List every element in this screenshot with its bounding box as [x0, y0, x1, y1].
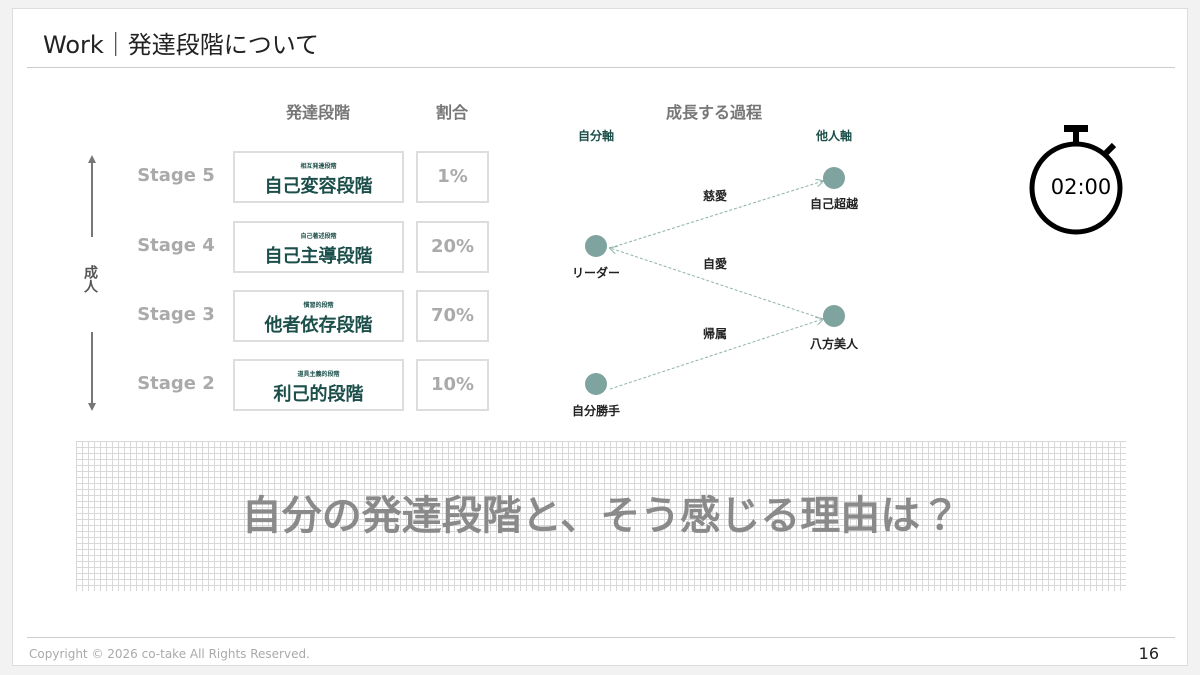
stage-label: Stage 5 [137, 165, 215, 186]
ratio-box: 20% [416, 221, 489, 273]
stage-note: 道具主義的段階 [297, 371, 340, 378]
node-label: 自分勝手 [571, 404, 621, 418]
stage-name: 自己主導段階 [264, 246, 373, 267]
edge-label: 慈愛 [702, 189, 728, 203]
divider [27, 637, 1175, 638]
copyright: Copyright © 2026 co-take All Rights Rese… [29, 647, 310, 661]
axis-label: 他人軸 [815, 129, 853, 143]
ratio-value: 1% [437, 166, 468, 187]
ratio-box: 10% [416, 359, 489, 411]
question: 自分の発達段階と、そう感じる理由は？ [241, 493, 961, 539]
edge-label: 帰属 [702, 327, 728, 341]
node-label: リーダー [571, 266, 621, 280]
growth-diagram [585, 167, 845, 395]
stage-box: 慣習的段階他者依存段階 [233, 290, 404, 342]
axis-label: 自分軸 [577, 129, 615, 143]
timer-icon [1029, 125, 1123, 235]
ratio-box: 70% [416, 290, 489, 342]
stage-label: Stage 3 [137, 304, 215, 325]
node-label: 八方美人 [809, 337, 859, 351]
growth-arrows [88, 155, 96, 411]
column-header: 割合 [435, 103, 469, 122]
stage-name: 自己変容段階 [264, 176, 373, 197]
stage-label: Stage 4 [137, 235, 215, 256]
stage-name: 他者依存段階 [264, 315, 373, 336]
stage-label: Stage 2 [137, 373, 215, 394]
column-header: 発達段階 [285, 103, 351, 122]
page-number: 16 [1138, 644, 1159, 663]
timer-text: 02:00 [1050, 175, 1112, 199]
divider [27, 67, 1175, 68]
stage-name: 利己的段階 [273, 384, 364, 405]
stage-box: 道具主義的段階利己的段階 [233, 359, 404, 411]
edge-label: 自愛 [702, 257, 728, 271]
ratio-box: 1% [416, 151, 489, 203]
stage-box: 自己著述段階自己主導段階 [233, 221, 404, 273]
slide: Work｜発達段階について 発達段階 割合 成人 Stage 5 相互発達段階 自己… [12, 8, 1188, 666]
stage-note: 相互発達段階 [300, 163, 337, 170]
ratio-value: 20% [430, 236, 475, 257]
side-label: 成人 [82, 265, 98, 293]
stage-note: 慣習的段階 [303, 302, 334, 309]
diagram-title: 成長する過程 [665, 103, 763, 122]
slide-title: Work｜発達段階について [43, 31, 320, 59]
question-background [76, 441, 1126, 591]
stage-box: 相互発達段階自己変容段階 [233, 151, 404, 203]
ratio-value: 10% [430, 374, 475, 395]
stage-note: 自己著述段階 [300, 233, 337, 240]
ratio-value: 70% [430, 305, 475, 326]
node-label: 自己超越 [809, 197, 859, 211]
